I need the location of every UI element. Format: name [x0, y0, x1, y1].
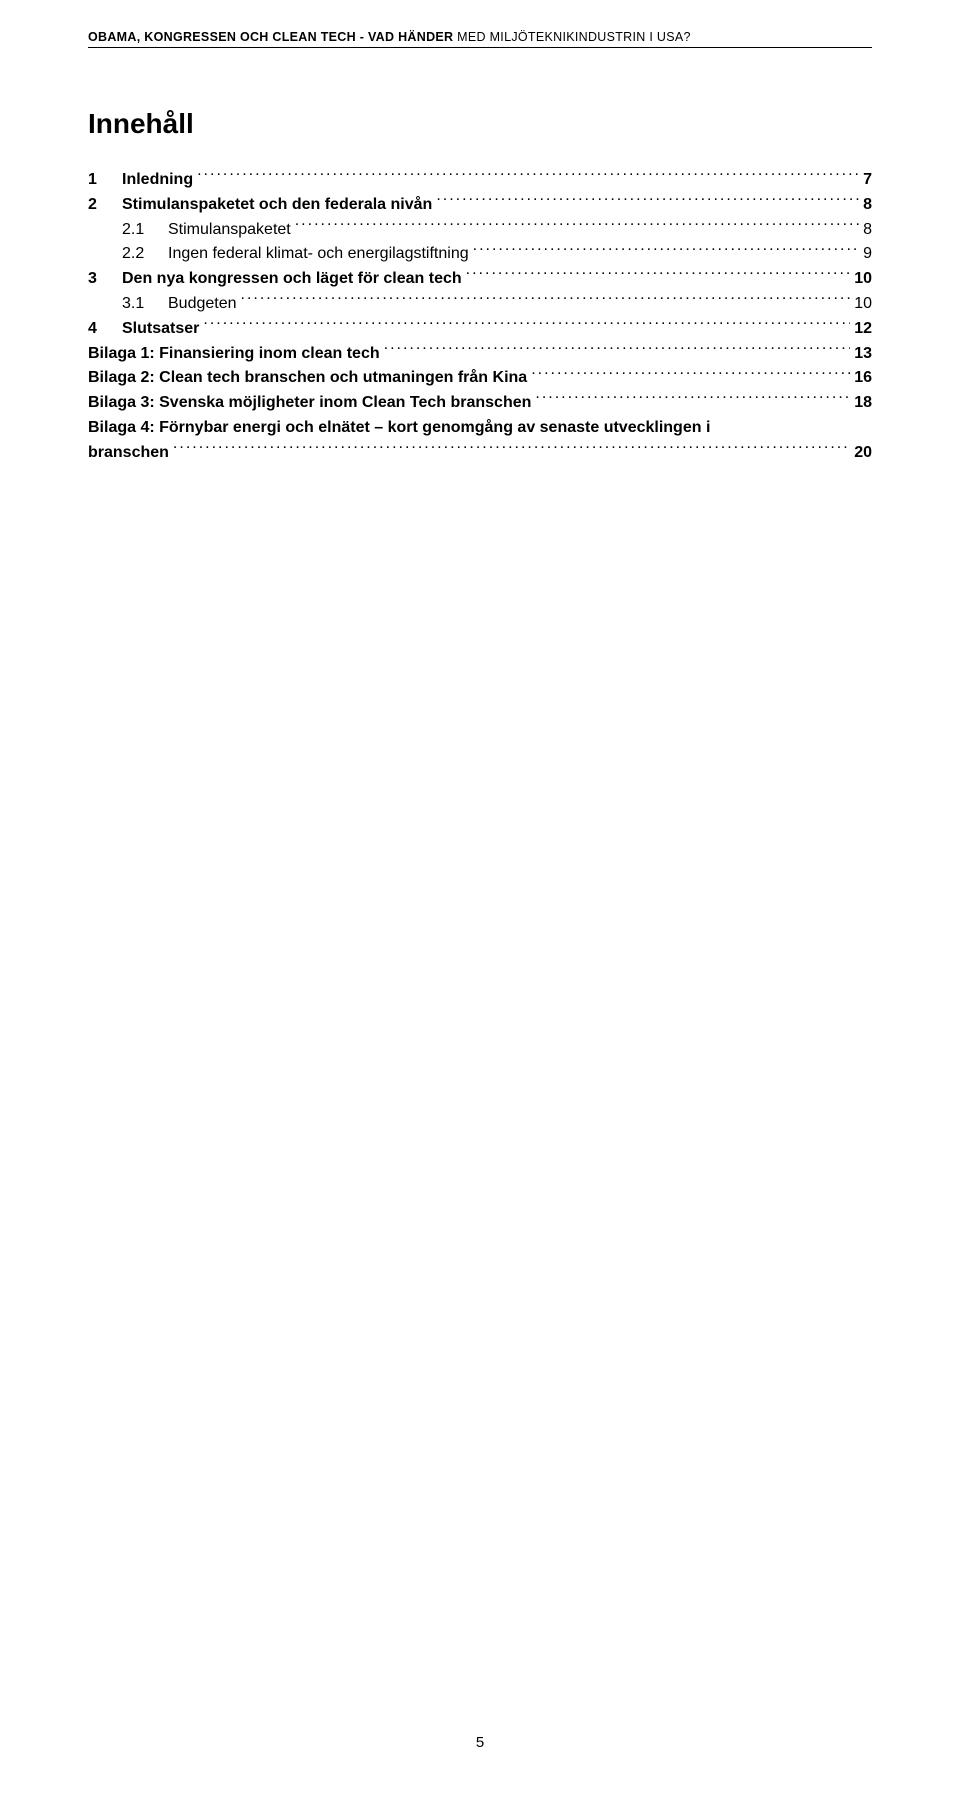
toc-label: Stimulanspaketet	[168, 218, 291, 243]
toc-leader	[173, 441, 850, 457]
toc-entry: 4Slutsatser 12	[88, 317, 872, 342]
toc-entry: Bilaga 3: Svenska möjligheter inom Clean…	[88, 391, 872, 416]
toc-page: 8	[863, 218, 872, 243]
toc-number: 1	[88, 168, 122, 193]
toc-number: 4	[88, 317, 122, 342]
toc-leader	[197, 168, 859, 184]
toc-label: Ingen federal klimat- och energilagstift…	[168, 242, 469, 267]
toc-entry: 2Stimulanspaketet och den federala nivån…	[88, 193, 872, 218]
table-of-contents: 1Inledning72Stimulanspaketet och den fed…	[88, 168, 872, 466]
toc-entry: 1Inledning 7	[88, 168, 872, 193]
toc-number: 2	[88, 193, 122, 218]
toc-entry: 2.2Ingen federal klimat- och energilagst…	[88, 242, 872, 267]
toc-label: Inledning	[122, 168, 193, 193]
toc-leader	[535, 391, 850, 407]
toc-entry: 3Den nya kongressen och läget för clean …	[88, 267, 872, 292]
toc-page: 8	[863, 193, 872, 218]
toc-label: Bilaga 2: Clean tech branschen och utman…	[88, 366, 527, 391]
header-bold: OBAMA, KONGRESSEN OCH CLEAN TECH - VAD H…	[88, 30, 453, 44]
toc-label: branschen	[88, 441, 169, 466]
toc-page: 16	[854, 366, 872, 391]
toc-leader	[384, 342, 851, 358]
page-number: 5	[0, 1734, 960, 1751]
toc-label: Slutsatser	[122, 317, 199, 342]
toc-number: 3	[88, 267, 122, 292]
toc-label: Bilaga 1: Finansiering inom clean tech	[88, 342, 380, 367]
toc-leader	[436, 193, 859, 209]
toc-leader	[203, 317, 850, 333]
toc-label: Bilaga 3: Svenska möjligheter inom Clean…	[88, 391, 531, 416]
toc-label: Bilaga 4: Förnybar energi och elnätet – …	[88, 416, 710, 441]
running-header: OBAMA, KONGRESSEN OCH CLEAN TECH - VAD H…	[88, 30, 872, 48]
toc-page: 10	[854, 267, 872, 292]
toc-label: Stimulanspaketet och den federala nivån	[122, 193, 432, 218]
toc-entry: Bilaga 1: Finansiering inom clean tech 13	[88, 342, 872, 367]
toc-page: 12	[854, 317, 872, 342]
toc-label: Budgeten	[168, 292, 237, 317]
toc-page: 10	[854, 292, 872, 317]
header-light: MED MILJÖTEKNIKINDUSTRIN I USA?	[453, 30, 690, 44]
toc-label: Den nya kongressen och läget för clean t…	[122, 267, 462, 292]
toc-leader	[241, 292, 851, 308]
toc-page: 13	[854, 342, 872, 367]
toc-entry: Bilaga 2: Clean tech branschen och utman…	[88, 366, 872, 391]
toc-page: 7	[863, 168, 872, 193]
toc-number: 2.2	[122, 242, 168, 267]
toc-leader	[295, 218, 859, 234]
toc-page: 18	[854, 391, 872, 416]
toc-entry: 3.1Budgeten 10	[88, 292, 872, 317]
toc-number: 2.1	[122, 218, 168, 243]
toc-title: Innehåll	[88, 108, 872, 140]
toc-entry: 2.1Stimulanspaketet 8	[88, 218, 872, 243]
toc-leader	[531, 366, 850, 382]
toc-leader	[473, 242, 859, 258]
toc-number: 3.1	[122, 292, 168, 317]
toc-entry: Bilaga 4: Förnybar energi och elnätet – …	[88, 416, 872, 466]
toc-page: 20	[854, 441, 872, 466]
toc-page: 9	[863, 242, 872, 267]
toc-leader	[466, 267, 851, 283]
